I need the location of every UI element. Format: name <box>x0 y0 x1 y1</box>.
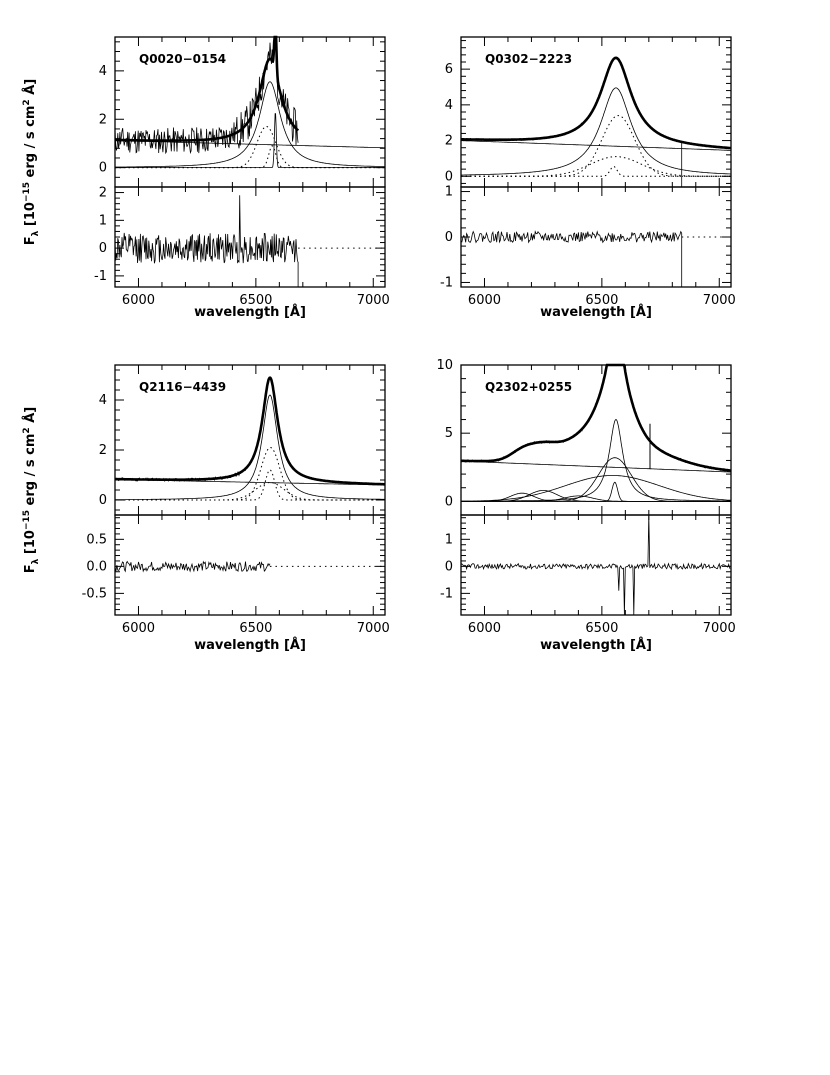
line-component <box>461 495 731 502</box>
bottom-Q2302+0255-xtick-label: 7000 <box>703 621 736 636</box>
y-label-part: 2 <box>22 99 32 105</box>
broad-component <box>115 394 385 500</box>
residual-spectrum <box>114 560 271 573</box>
y-axis-label: Fλ [10−15 erg / s cm2 Å] <box>22 79 41 245</box>
panel-Q2302+0255: 0 5 10 Q2302+0255 6000 6500 7000 -1 0 1 wavelength… <box>436 358 735 653</box>
bottom-Q2302+0255-frame <box>460 514 732 616</box>
model-fit <box>461 56 731 150</box>
bottom-Q0302-2223-ytick-label: 0 <box>445 230 453 245</box>
top-Q0020-0154-ytick-label: 0 <box>99 161 107 176</box>
bottom-Q0020-0154-ytick-label: 2 <box>99 186 107 201</box>
bottom-Q0020-0154-xtick-label: 6000 <box>122 293 155 308</box>
model-fit <box>461 363 732 472</box>
top-Q2116-4439-ytick-label: 2 <box>99 443 107 458</box>
x-axis-label: wavelength [Å] <box>194 304 306 320</box>
dotted-component <box>461 165 731 177</box>
bottom-Q2116-4439-xtick-label: 6000 <box>122 621 155 636</box>
y-label-part: −15 <box>22 510 32 530</box>
top-Q0302-2223-ytick-label: 4 <box>445 98 453 113</box>
panel-Q2116-4439: 0 2 4 Q2116−4439 6000 6500 7000 -0.5 0.0 0.5 wavel… <box>22 364 390 653</box>
x-axis-label: wavelength [Å] <box>194 637 306 653</box>
broad-component <box>461 87 731 176</box>
bottom-Q2302+0255-ytick-label: -1 <box>440 586 453 601</box>
y-label-part: [10 <box>23 202 38 231</box>
bottom-Q2302+0255-ytick-label: 0 <box>445 559 453 574</box>
y-label-part: 2 <box>22 427 32 433</box>
model-fit <box>115 376 385 486</box>
bottom-Q2116-4439-ytick-label: 0.0 <box>86 559 107 574</box>
bottom-Q0302-2223-xtick-label: 6000 <box>468 293 501 308</box>
bottom-Q2116-4439-ytick-label: -0.5 <box>82 586 107 601</box>
object-name: Q0302−2223 <box>485 52 572 66</box>
y-label-part: Å] <box>22 79 38 100</box>
bottom-Q0020-0154-xtick-label: 7000 <box>357 293 390 308</box>
y-label-part: −15 <box>22 182 32 202</box>
object-name: Q0020−0154 <box>139 52 226 66</box>
y-label-part: F <box>23 564 38 573</box>
bottom-Q0020-0154-ytick-label: 1 <box>99 213 107 228</box>
bottom-Q2116-4439-ytick-label: 0.5 <box>86 532 107 547</box>
bottom-Q0020-0154-frame <box>114 186 386 288</box>
top-Q2302+0255-ytick-label: 0 <box>445 494 453 509</box>
residual-spectrum <box>460 514 731 616</box>
y-label-part: Å] <box>22 407 38 428</box>
bottom-Q0302-2223-ytick-label: 1 <box>445 185 453 200</box>
top-Q2302+0255-ytick-label: 10 <box>436 358 453 373</box>
bottom-Q0020-0154-xtick-label: 6500 <box>239 293 272 308</box>
bottom-Q2116-4439-xtick-label: 6500 <box>239 621 272 636</box>
top-Q0302-2223-ytick-label: 6 <box>445 62 453 77</box>
bottom-Q2116-4439-xtick-label: 7000 <box>357 621 390 636</box>
bottom-Q2116-4439-frame <box>114 514 386 616</box>
y-label-part: λ <box>31 558 41 564</box>
y-label-part: [10 <box>23 530 38 559</box>
broad-component <box>114 81 385 168</box>
top-Q0020-0154-ytick-label: 4 <box>99 64 107 79</box>
top-Q2116-4439-ytick-label: 4 <box>99 393 107 408</box>
bottom-Q0302-2223-ytick-label: -1 <box>440 275 453 290</box>
bottom-Q0302-2223-xtick-label: 7000 <box>703 293 736 308</box>
y-label-part: erg / s cm <box>23 106 38 182</box>
top-Q0302-2223-ytick-label: 0 <box>445 169 453 184</box>
dotted-component <box>461 156 731 177</box>
y-axis-label: Fλ [10−15 erg / s cm2 Å] <box>22 407 41 573</box>
y-label-part: F <box>23 236 38 245</box>
bottom-Q0302-2223-xtick-label: 6500 <box>585 293 618 308</box>
bottom-Q0020-0154-ytick-label: -1 <box>94 269 107 284</box>
continuum-component <box>460 460 731 473</box>
bottom-Q0020-0154-ytick-label: 0 <box>99 241 107 256</box>
object-name: Q2116−4439 <box>139 380 226 394</box>
narrow-component <box>115 113 385 168</box>
bottom-Q2302+0255-ytick-label: 1 <box>445 532 453 547</box>
object-name: Q2302+0255 <box>485 380 572 394</box>
top-Q0302-2223-ytick-label: 2 <box>445 134 453 149</box>
broad-component <box>461 419 731 502</box>
bottom-Q2302+0255-xtick-label: 6000 <box>468 621 501 636</box>
dotted-component <box>115 446 385 501</box>
residual-spectrum <box>460 230 683 287</box>
residual-spectrum <box>114 195 299 287</box>
observed-spectrum <box>461 57 683 187</box>
dotted-component <box>115 482 385 501</box>
panel-Q0020-0154: 0 2 4 Q0020−0154 6000 6500 7000 -1 0 1 2 wavelength… <box>22 35 390 320</box>
model-fit <box>115 35 300 142</box>
dotted-component <box>461 115 731 177</box>
top-Q2302+0255-ytick-label: 5 <box>445 426 453 441</box>
top-Q0020-0154-ytick-label: 2 <box>99 112 107 127</box>
line-component <box>461 475 731 502</box>
x-axis-label: wavelength [Å] <box>540 637 652 653</box>
top-Q2116-4439-ytick-label: 0 <box>99 493 107 508</box>
dotted-component <box>115 145 385 169</box>
y-label-part: λ <box>31 230 41 236</box>
bottom-Q2302+0255-xtick-label: 6500 <box>585 621 618 636</box>
continuum-component <box>461 140 731 151</box>
y-label-part: erg / s cm <box>23 434 38 510</box>
x-axis-label: wavelength [Å] <box>540 304 652 320</box>
